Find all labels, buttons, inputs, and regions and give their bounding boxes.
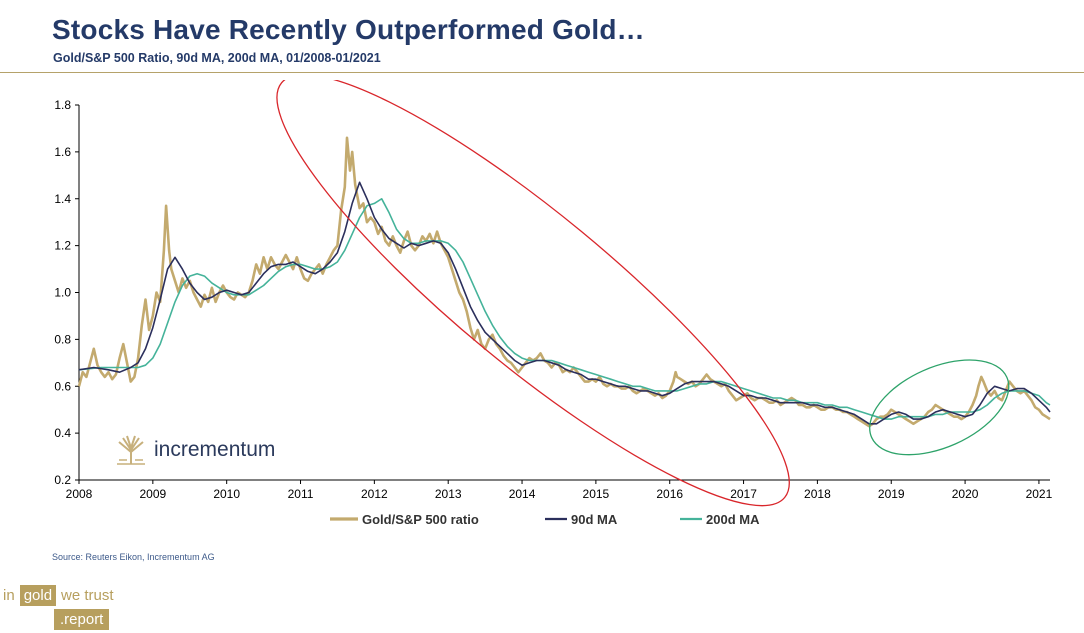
y-tick-label: 0.6 — [54, 379, 71, 393]
x-tick-label: 2013 — [435, 487, 462, 501]
x-tick-label: 2021 — [1026, 487, 1053, 501]
brand-gold: gold — [19, 584, 57, 606]
x-tick-label: 2019 — [878, 487, 905, 501]
y-tick-label: 0.8 — [54, 332, 71, 346]
y-tick-label: 1.4 — [54, 192, 71, 206]
chart-axes: 0.2 0.4 0.6 0.8 1.0 1.2 1.4 1.6 1.8 2008 2009 2010 2… — [54, 98, 1052, 501]
x-tick-label: 2015 — [583, 487, 610, 501]
y-tick-label: 0.4 — [54, 426, 71, 440]
chart-annotations — [276, 80, 1010, 507]
green-annotation-ellipse — [869, 359, 1010, 456]
chart-series — [77, 136, 1051, 428]
x-tick-label: 2012 — [361, 487, 388, 501]
series-gold-sp500-ratio — [77, 136, 1051, 428]
x-tick-label: 2017 — [730, 487, 757, 501]
y-tick-label: 1.2 — [54, 239, 71, 253]
x-tick-label: 2008 — [66, 487, 93, 501]
x-tick-label: 2010 — [213, 487, 240, 501]
x-tick-label: 2014 — [509, 487, 536, 501]
igwt-brand: in gold we trust — [0, 584, 117, 606]
x-tick-label: 2016 — [656, 487, 683, 501]
brand-we-trust: we trust — [61, 586, 114, 604]
legend-label: 200d MA — [706, 512, 760, 527]
y-tick-label: 0.2 — [54, 473, 71, 487]
x-tick-label: 2011 — [288, 487, 314, 501]
chart-legend: Gold/S&P 500 ratio 90d MA 200d MA — [330, 512, 760, 527]
incrementum-logo-text: incrementum — [154, 438, 275, 461]
legend-label: 90d MA — [571, 512, 618, 527]
series-90d-ma — [78, 181, 1051, 425]
legend-label: Gold/S&P 500 ratio — [362, 512, 479, 527]
header-divider — [0, 72, 1084, 73]
incrementum-logo: incrementum — [117, 435, 275, 465]
x-tick-label: 2009 — [139, 487, 166, 501]
x-tick-label: 2018 — [804, 487, 831, 501]
page-subtitle: Gold/S&P 500 Ratio, 90d MA, 200d MA, 01/… — [53, 51, 381, 65]
x-tick-label: 2020 — [952, 487, 979, 501]
ratio-line-chart: 0.2 0.4 0.6 0.8 1.0 1.2 1.4 1.6 1.8 2008 2009 2010 2… — [54, 80, 1053, 527]
y-tick-label: 1.6 — [54, 145, 71, 159]
y-tick-label: 1.0 — [54, 286, 71, 300]
tree-icon — [117, 435, 145, 465]
y-tick-label: 1.8 — [54, 98, 71, 112]
brand-report: .report — [54, 609, 110, 630]
brand-in: in — [3, 586, 15, 604]
red-annotation-ellipse — [276, 80, 790, 507]
source-note: Source: Reuters Eikon, Incrementum AG — [52, 552, 215, 562]
series-200d-ma — [78, 198, 1051, 420]
page-title: Stocks Have Recently Outperformed Gold… — [52, 14, 645, 45]
